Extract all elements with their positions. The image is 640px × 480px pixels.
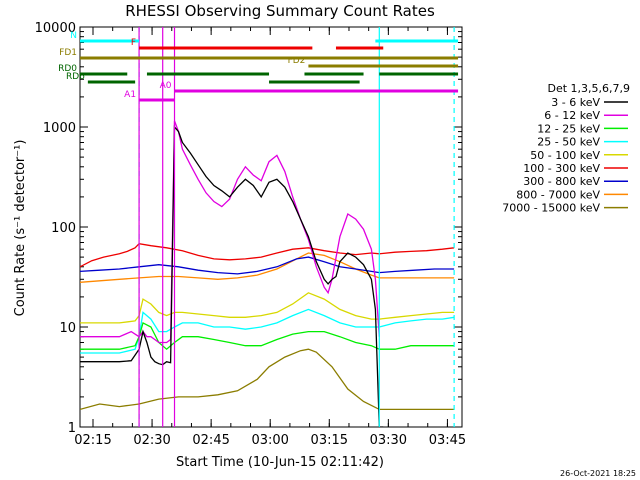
series-line-25-50-kev [80, 308, 455, 354]
x-tick-label: 02:30 [133, 433, 170, 448]
legend-label: 800 - 7000 keV [516, 188, 600, 201]
flag-label-f: F [131, 38, 136, 48]
chart-title: RHESSI Observing Summary Count Rates [125, 2, 435, 20]
flag-label-fd1: FD1 [59, 48, 77, 58]
x-tick-label: 03:30 [370, 433, 407, 448]
y-tick-label: 1 [68, 421, 76, 436]
legend-label: 6 - 12 keV [544, 109, 600, 122]
y-tick-label: 100 [51, 221, 76, 236]
legend-label: 100 - 300 keV [523, 162, 600, 175]
legend-label: 12 - 25 keV [537, 122, 600, 135]
flag-label-n: N [70, 31, 77, 41]
series-line-50-100-kev [80, 292, 455, 324]
legend-label: 50 - 100 keV [530, 149, 600, 162]
y-axis-label: Count Rate (s⁻¹ detector⁻¹) [13, 140, 28, 317]
legend-title: Det 1,3,5,6,7,9 [547, 82, 630, 95]
series-line-800-7000-kev [80, 252, 455, 283]
flag-label-rd6: RD6 [66, 72, 85, 82]
y-tick-label: 1000 [43, 121, 76, 136]
legend-label: 7000 - 15000 keV [502, 202, 600, 215]
legend-label: 300 - 800 keV [523, 175, 600, 188]
y-tick-label: 10000 [35, 21, 76, 36]
series-line-300-800-kev [80, 256, 455, 275]
x-tick-label: 03:45 [429, 433, 466, 448]
series-line-3-6-kev [80, 125, 384, 427]
flag-label-fd2: FD2 [288, 56, 306, 66]
legend-label: 3 - 6 keV [551, 96, 600, 109]
x-axis-label: Start Time (10-Jun-15 02:11:42) [176, 455, 384, 470]
legend-label: 25 - 50 keV [537, 136, 600, 149]
traces [80, 27, 455, 427]
x-tick-label: 03:00 [251, 433, 288, 448]
plot-area: 1 10 100 1000 10000 02:15 02:30 02:45 03:00 03:15… [35, 21, 467, 448]
series-line-7000-15000-kev [80, 348, 455, 411]
series-line-12-25-kev [80, 321, 455, 351]
flag-label-rd0: RD0 [58, 64, 77, 74]
flag-label-a0: A0 [160, 81, 172, 91]
x-tick-label: 02:15 [74, 433, 111, 448]
series-line-100-300-kev [80, 243, 455, 268]
x-tick-label: 03:15 [311, 433, 348, 448]
y-tick-label: 10 [59, 321, 76, 336]
x-tick-label: 02:45 [192, 433, 229, 448]
flag-label-a1: A1 [124, 90, 136, 100]
timestamp: 26-Oct-2021 18:25 [560, 469, 636, 478]
